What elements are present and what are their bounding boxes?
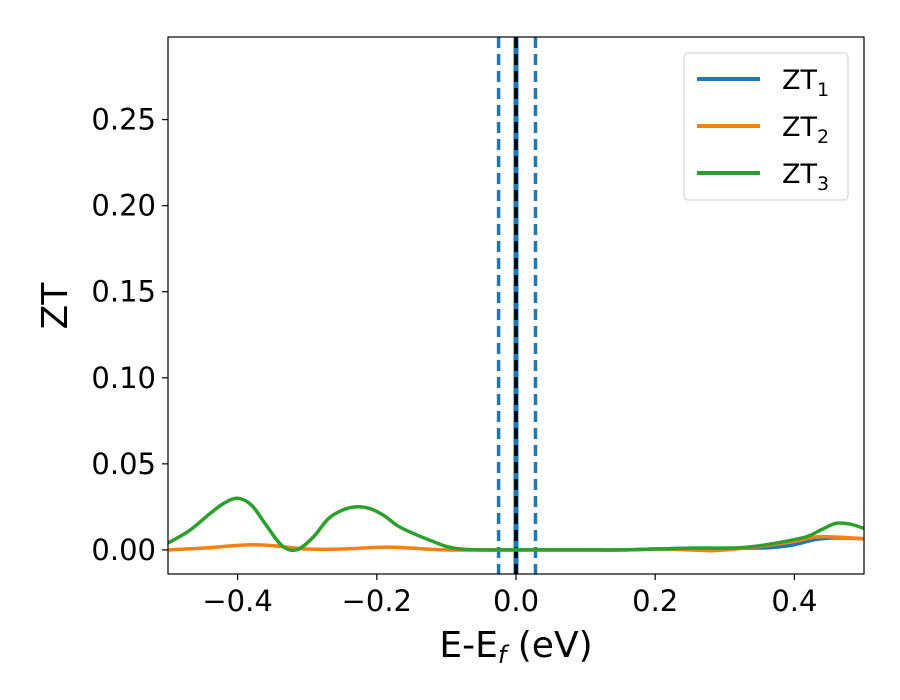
y-axis-title: ZT [35,282,76,330]
x-axis-title-main: E-E [439,625,497,666]
series-line-zt3 [168,496,864,553]
legend-label-zt3: ZT3 [782,159,829,195]
series-layer [168,496,864,553]
legend-label-main: ZT [782,159,817,190]
legend-label-zt2: ZT2 [782,112,829,148]
x-tick-label: −0.2 [342,584,412,618]
legend-box [683,52,849,201]
x-tick-label: −0.4 [202,584,272,618]
y-tick-label: 0.05 [91,447,156,481]
x-tick-label: 0.2 [632,584,678,618]
x-tick-label: 0.4 [771,584,817,618]
y-tick-label: 0.10 [91,361,156,395]
legend-label-sub: 2 [817,126,829,148]
x-axis-ticks: −0.4 −0.2 0.0 0.2 0.4 [202,574,817,618]
x-axis-title: E-Ef (eV) [439,625,592,669]
y-tick-label: 0.25 [91,103,156,137]
legend-label-main: ZT [782,65,817,96]
x-tick-label: 0.0 [493,584,539,618]
y-tick-label: 0.00 [91,533,156,567]
legend-label-sub: 1 [817,79,829,101]
reference-lines [496,37,538,574]
y-axis-ticks: 0.00 0.05 0.10 0.15 0.20 0.25 [91,103,168,567]
legend-label-zt1: ZT1 [782,65,829,101]
y-tick-label: 0.15 [91,275,156,309]
legend-label-sub: 3 [817,173,829,195]
x-axis-title-unit: (eV) [506,625,592,666]
y-tick-label: 0.20 [91,189,156,223]
legend-label-main: ZT [782,112,817,143]
